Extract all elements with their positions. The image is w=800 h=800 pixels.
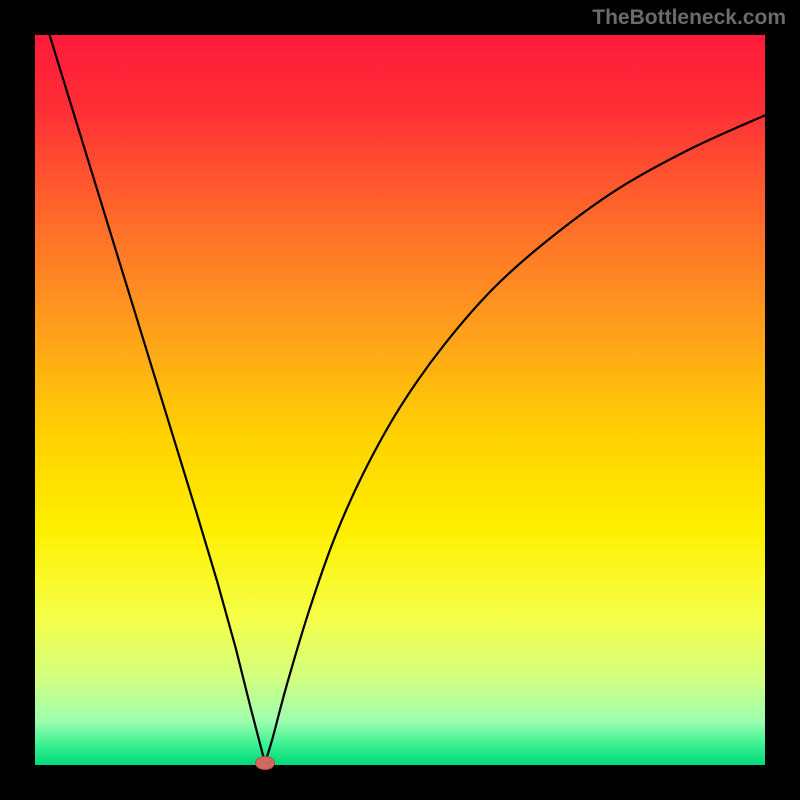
minimum-marker <box>255 756 275 770</box>
watermark-text: TheBottleneck.com <box>592 6 786 30</box>
plot-area <box>35 35 765 765</box>
curve-path <box>50 35 765 763</box>
bottleneck-curve <box>35 35 765 765</box>
